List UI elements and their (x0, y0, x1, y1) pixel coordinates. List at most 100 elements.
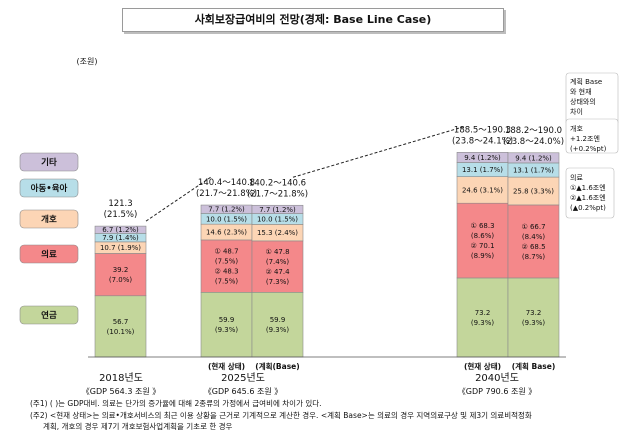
bar-segment-1-0-0 (200, 292, 253, 358)
segment-label: 59.9 (270, 316, 286, 324)
segment-label: 73.2 (475, 309, 491, 317)
segment-label: ① 68.3 (470, 222, 494, 230)
gdp-label: 《GDP 645.6 조원 》 (204, 387, 282, 396)
segment-label: (10.1%) (107, 328, 135, 336)
segment-label: 9.4 (1.2%) (515, 154, 552, 162)
total-label: (23.8～24.0%) (503, 137, 564, 147)
annotation-text: (+0.2%pt) (570, 145, 607, 153)
segment-label: ② 68.5 (521, 243, 545, 251)
annotation-text: ①▲1.6조엔 (570, 183, 606, 192)
total-label: (21.7～21.8%) (247, 189, 308, 199)
gdp-label: 《GDP 564.3 조원 》 (82, 387, 160, 396)
legend-label: 연금 (41, 310, 57, 321)
annotation-text: 와 현재 (570, 87, 592, 96)
annotation-text: 개호 (570, 124, 583, 133)
segment-label: ① 48.7 (214, 248, 238, 256)
segment-label: 7.7 (1.2%) (259, 206, 296, 214)
gdp-label: 《GDP 790.6 조원 》 (458, 387, 536, 396)
segment-label: ② 47.4 (265, 268, 290, 276)
bar-segment-0-0-1 (94, 253, 147, 297)
legend-box-2 (19, 209, 79, 229)
segment-label: 10.7 (1.9%) (100, 244, 141, 252)
annotation-text: 의료 (570, 173, 583, 182)
bar-segment-2-1-2 (507, 176, 560, 206)
footnote-2: (주2) <현재 상태>는 의료•개호서비스의 최근 이용 상황을 근거로 기계… (30, 411, 532, 420)
bar-segment-2-1-4 (507, 152, 560, 164)
chart-title: 사회보장급여비의 전망(경제: Base Line Case) (122, 8, 504, 32)
segment-label: 59.9 (219, 316, 235, 324)
legend-box-4 (19, 152, 79, 172)
bar-sublabel: (현재 상태) (464, 361, 501, 371)
total-label: (21.7～21.8%) (196, 189, 257, 199)
segment-label: (8.9%) (471, 252, 495, 260)
total-label: (23.8～24.1%) (452, 136, 513, 146)
segment-label: 7.9 (1.4%) (102, 234, 139, 242)
segment-label: (9.3%) (215, 326, 239, 334)
bar-sublabel: (계획(Base) (255, 361, 299, 371)
segment-label: (7.0%) (109, 276, 133, 284)
bar-segment-0-0-0 (94, 295, 147, 358)
segment-label: 13.1 (1.7%) (513, 166, 554, 174)
legend-box-0 (19, 305, 79, 325)
annotation-text: (▲0.2%pt) (570, 204, 606, 212)
segment-label: 10.0 (1.5%) (206, 215, 247, 223)
annotation-text: 차이 (570, 107, 583, 116)
legend-label: 아동•육아 (31, 183, 68, 194)
segment-label: ① 66.7 (521, 223, 545, 231)
legend-box-3 (19, 178, 79, 198)
legend-label: 개호 (41, 214, 57, 225)
unit-label: (조원) (77, 57, 98, 66)
segment-label: (8.6%) (471, 232, 495, 240)
year-label: 2040년도 (475, 372, 519, 384)
annotation-box-2 (565, 167, 615, 219)
annotation-box-1 (565, 118, 619, 154)
segment-label: (7.5%) (215, 278, 239, 286)
segment-label: (8.7%) (522, 253, 546, 261)
bar-segment-2-1-0 (507, 277, 560, 358)
annotation-text: 상태와의 (570, 97, 596, 106)
segment-label: 6.7 (1.2%) (102, 226, 139, 234)
segment-label: 25.8 (3.3%) (513, 188, 554, 196)
bar-sublabel: (계획 Base) (512, 361, 556, 371)
total-label: 121.3 (108, 199, 132, 209)
trend-line-2 (292, 125, 466, 178)
segment-label: 73.2 (526, 309, 542, 317)
annotation-text: ②▲1.6조엔 (570, 193, 606, 202)
legend-label: 의료 (41, 249, 57, 260)
segment-label: (9.3%) (266, 326, 290, 334)
segment-label: (8.4%) (522, 233, 546, 241)
footnote-2-cont: 계획, 개호의 경우 제7기 개호보험사업계획을 기초로 한 경우 (43, 422, 233, 431)
bar-segment-2-0-1 (456, 202, 509, 279)
segment-label: 10.0 (1.5%) (257, 215, 298, 223)
year-label: 2018년도 (99, 372, 143, 384)
segment-label: 9.4 (1.2%) (464, 154, 501, 162)
segment-label: (7.3%) (266, 278, 290, 286)
bar-sublabel: (현재 상태) (208, 361, 245, 371)
total-label: 188.5～190.3 (454, 125, 511, 135)
segment-label: 7.7 (1.2%) (208, 206, 245, 214)
segment-label: 39.2 (113, 266, 129, 274)
bar-segment-1-1-4 (251, 204, 304, 214)
total-label: 140.2～140.6 (249, 178, 306, 188)
total-label: 140.4～140.8 (198, 178, 255, 188)
bar-segment-0-0-4 (94, 225, 147, 234)
segment-label: 24.6 (3.1%) (462, 186, 503, 194)
segment-label: ② 70.1 (470, 242, 494, 250)
segment-label: 15.3 (2.4%) (257, 229, 298, 237)
segment-label: 13.1 (1.7%) (462, 166, 503, 174)
trend-line-1 (145, 176, 212, 222)
bar-segment-2-1-1 (507, 204, 560, 279)
segment-label: 56.7 (113, 318, 129, 326)
annotation-text: +1.2조엔 (570, 134, 600, 143)
total-label: 188.2～190.0 (505, 126, 562, 136)
legend-box-1 (19, 244, 79, 264)
bar-segment-1-0-1 (200, 239, 253, 293)
segment-label: (7.5%) (215, 258, 239, 266)
bar-segment-1-1-0 (251, 292, 304, 358)
total-label: (21.5%) (104, 210, 138, 220)
legend-label: 기타 (41, 157, 57, 168)
bar-segment-1-1-1 (251, 240, 304, 293)
footnote-1: (주1) ( )는 GDP대비. 의료는 단가의 증가율에 대해 2종류의 가정… (30, 399, 322, 408)
year-label: 2025년도 (221, 372, 265, 384)
